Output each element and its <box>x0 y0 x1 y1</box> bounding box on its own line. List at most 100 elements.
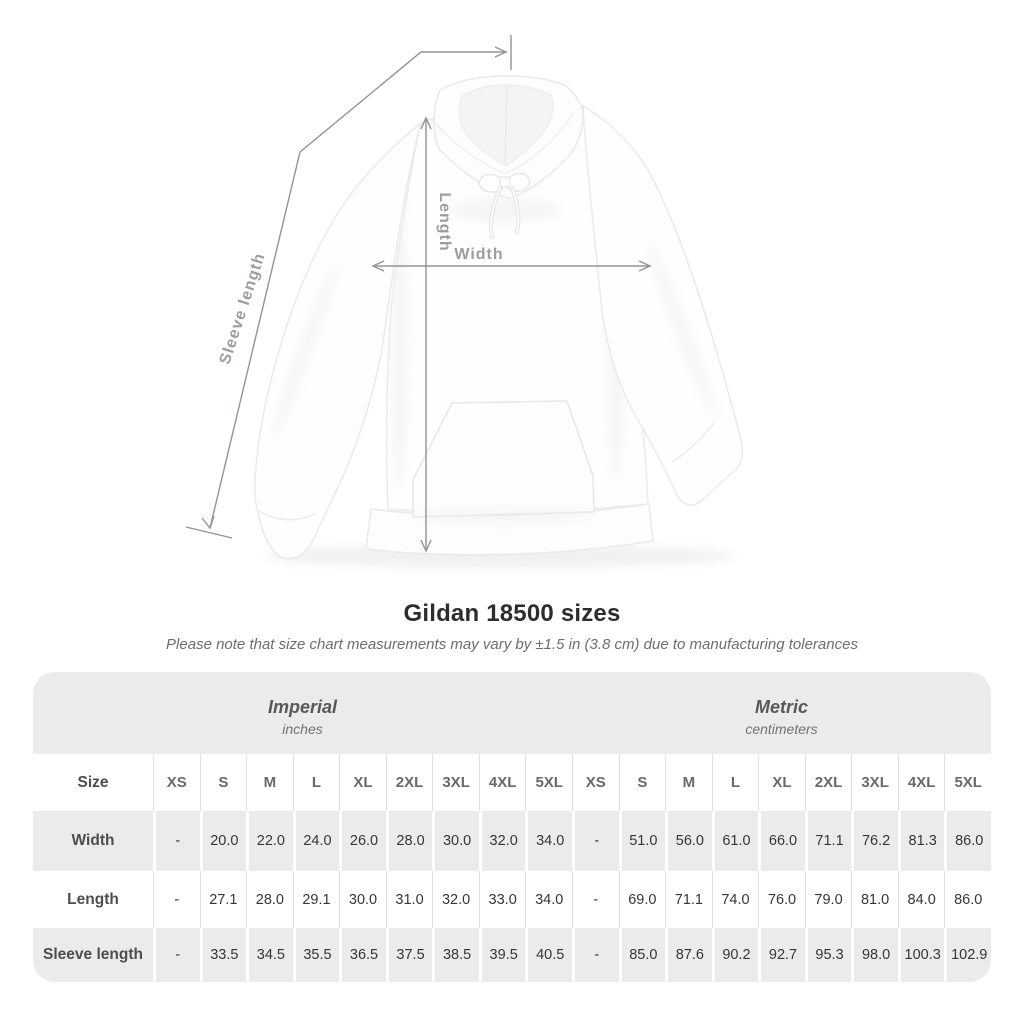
col-header-imperial-2xl: 2XL <box>385 754 433 811</box>
cell: 36.5 <box>339 928 386 982</box>
cell: 90.2 <box>711 928 759 982</box>
width-row: Width - 20.0 22.0 24.0 26.0 28.0 30.0 32… <box>33 811 991 871</box>
col-header-imperial-3xl: 3XL <box>432 754 479 811</box>
cell: 87.6 <box>665 928 712 982</box>
col-header-imperial-4xl: 4XL <box>478 754 526 811</box>
cell: - <box>572 811 619 871</box>
cell: 33.0 <box>478 871 526 928</box>
size-header-row: Size XS S M L XL 2XL 3XL 4XL 5XL XS S M … <box>33 754 991 811</box>
cell: 24.0 <box>292 811 340 871</box>
col-header-imperial-xs: XS <box>153 754 200 811</box>
cell: 79.0 <box>804 871 852 928</box>
cell: 56.0 <box>665 811 712 871</box>
arrowhead-down <box>420 539 432 553</box>
col-header-imperial-l: L <box>292 754 340 811</box>
collar-inner-line <box>431 111 575 175</box>
length-row: Length - 27.1 28.0 29.1 30.0 31.0 32.0 3… <box>33 871 991 928</box>
cell: 81.0 <box>851 871 898 928</box>
col-header-imperial-m: M <box>246 754 293 811</box>
cell: 92.7 <box>758 928 805 982</box>
col-header-metric-xs: XS <box>572 754 619 811</box>
length-label: Length <box>436 192 453 251</box>
cell: 32.0 <box>432 871 479 928</box>
pocket-shadow <box>413 510 593 522</box>
cell: 38.5 <box>432 928 479 982</box>
cell: 100.3 <box>897 928 945 982</box>
col-header-metric-s: S <box>618 754 666 811</box>
metric-section-name: Metric <box>754 697 808 717</box>
cell: 39.5 <box>478 928 526 982</box>
sleeve-length-row: Sleeve length - 33.5 34.5 35.5 36.5 37.5… <box>33 928 991 982</box>
cell: 51.0 <box>618 811 666 871</box>
left-sleeve-crease <box>271 260 339 440</box>
left-cuff-seam <box>258 510 316 521</box>
hoodie-diagram: Sleeve length Length Width <box>185 35 744 568</box>
col-header-metric-5xl: 5XL <box>944 754 991 811</box>
cell: 85.0 <box>618 928 666 982</box>
cell: 76.0 <box>758 871 805 928</box>
width-arrow <box>371 260 652 272</box>
body-shading-left <box>392 190 406 490</box>
arrowhead-right <box>494 46 508 58</box>
size-row-label: Size <box>77 773 109 791</box>
cell: 32.0 <box>478 811 526 871</box>
sleeve-length-label: Sleeve length <box>217 251 269 367</box>
cell: 81.3 <box>897 811 945 871</box>
cell: - <box>572 928 619 982</box>
cell: 102.9 <box>944 928 991 982</box>
cell: 40.5 <box>525 928 572 982</box>
cell: 86.0 <box>944 871 991 928</box>
cell: 95.3 <box>804 928 852 982</box>
metric-section-unit: centimeters <box>745 721 818 737</box>
imperial-section-name: Imperial <box>267 697 338 717</box>
sleeve-length-arrow <box>185 35 512 539</box>
arrowhead-left <box>371 260 385 272</box>
cell: 28.0 <box>246 871 293 928</box>
imperial-section-unit: inches <box>282 721 323 737</box>
cell: 29.1 <box>292 871 340 928</box>
col-header-imperial-xl: XL <box>339 754 386 811</box>
col-header-metric-4xl: 4XL <box>897 754 945 811</box>
col-header-metric-m: M <box>665 754 712 811</box>
left-sleeve <box>253 120 423 560</box>
cell: 76.2 <box>851 811 898 871</box>
right-sleeve <box>582 104 744 506</box>
arrowhead-down <box>201 515 215 530</box>
cell: 69.0 <box>618 871 666 928</box>
cell: 20.0 <box>199 811 247 871</box>
cell: 28.0 <box>385 811 433 871</box>
cell: 61.0 <box>711 811 759 871</box>
collar-shadow <box>450 197 560 223</box>
col-header-metric-2xl: 2XL <box>804 754 852 811</box>
col-header-metric-xl: XL <box>758 754 805 811</box>
cell: 86.0 <box>944 811 991 871</box>
cell: 30.0 <box>432 811 479 871</box>
right-sleeve-crease <box>647 241 717 419</box>
unit-header-band: Imperial inches Metric centimeters <box>33 672 991 754</box>
measurement-arrows <box>185 35 652 553</box>
cell: 66.0 <box>758 811 805 871</box>
metric-section-header: Metric centimeters <box>572 672 991 754</box>
cell: - <box>153 928 200 982</box>
cell: - <box>572 871 619 928</box>
tick-cuff <box>185 526 233 539</box>
cell: 35.5 <box>292 928 340 982</box>
row-label: Sleeve length <box>43 946 143 963</box>
cell: 31.0 <box>385 871 433 928</box>
cell: 71.1 <box>665 871 712 928</box>
drawstrings <box>478 172 531 239</box>
cell: 34.0 <box>525 811 572 871</box>
cell: - <box>153 871 200 928</box>
cell: 74.0 <box>711 871 759 928</box>
row-label: Width <box>71 832 115 849</box>
hoodie-illustration <box>253 75 744 568</box>
length-arrow <box>420 116 432 553</box>
cell: 22.0 <box>246 811 293 871</box>
arrowhead-right <box>638 260 652 272</box>
cell: 27.1 <box>199 871 247 928</box>
page-subtitle: Please note that size chart measurements… <box>166 636 858 653</box>
arrowhead-up <box>420 116 432 130</box>
cell: 33.5 <box>199 928 247 982</box>
cell: 34.0 <box>525 871 572 928</box>
